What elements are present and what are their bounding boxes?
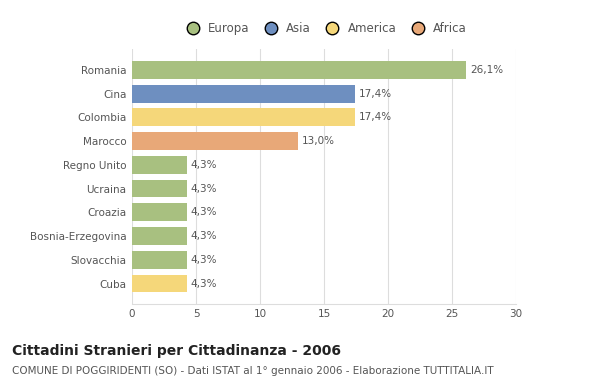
Text: 4,3%: 4,3% <box>191 255 217 265</box>
Legend: Europa, Asia, America, Africa: Europa, Asia, America, Africa <box>176 17 472 40</box>
Bar <box>132 108 355 126</box>
Text: 17,4%: 17,4% <box>359 89 392 99</box>
Bar <box>132 180 187 198</box>
Bar <box>132 227 187 245</box>
Bar <box>132 251 187 269</box>
Bar <box>132 203 187 221</box>
Bar <box>132 275 187 293</box>
Bar <box>132 132 298 150</box>
Text: 4,3%: 4,3% <box>191 184 217 193</box>
Text: Cittadini Stranieri per Cittadinanza - 2006: Cittadini Stranieri per Cittadinanza - 2… <box>12 344 341 358</box>
Text: 17,4%: 17,4% <box>359 112 392 122</box>
Text: COMUNE DI POGGIRIDENTI (SO) - Dati ISTAT al 1° gennaio 2006 - Elaborazione TUTTI: COMUNE DI POGGIRIDENTI (SO) - Dati ISTAT… <box>12 366 494 375</box>
Text: 4,3%: 4,3% <box>191 207 217 217</box>
Text: 4,3%: 4,3% <box>191 231 217 241</box>
Text: 26,1%: 26,1% <box>470 65 503 75</box>
Bar <box>132 85 355 103</box>
Bar <box>132 61 466 79</box>
Text: 13,0%: 13,0% <box>302 136 335 146</box>
Text: 4,3%: 4,3% <box>191 279 217 288</box>
Bar <box>132 156 187 174</box>
Text: 4,3%: 4,3% <box>191 160 217 170</box>
